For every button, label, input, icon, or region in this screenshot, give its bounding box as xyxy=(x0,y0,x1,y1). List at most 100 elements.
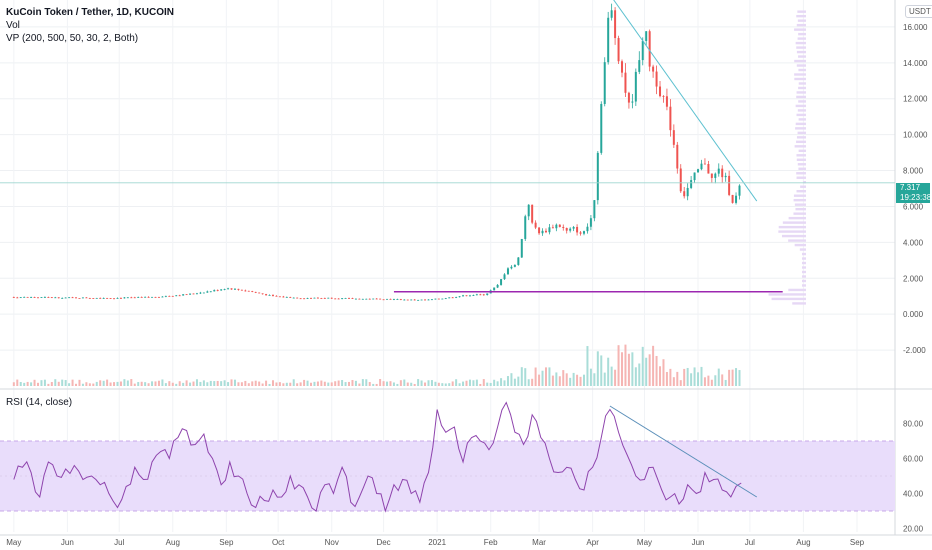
volume-bar xyxy=(665,371,668,386)
volume-profile-bar xyxy=(794,73,806,76)
volume-bar xyxy=(724,379,727,386)
vp-indicator-label[interactable]: VP (200, 500, 50, 30, 2, Both) xyxy=(6,33,139,44)
volume-bar xyxy=(462,381,465,386)
volume-profile-bar xyxy=(798,149,806,153)
candle-body xyxy=(444,298,447,300)
rsi-trend-line xyxy=(609,405,758,498)
rsi-indicator-label[interactable]: RSI (14, close) xyxy=(6,397,73,408)
candle-body xyxy=(413,299,416,301)
candle-body xyxy=(558,224,561,227)
volume-bar xyxy=(731,369,734,386)
candle-body xyxy=(731,194,734,203)
candle-body xyxy=(721,168,724,178)
volume-profile-bar xyxy=(798,32,806,36)
candle-body xyxy=(92,298,95,299)
candle-body xyxy=(361,298,364,300)
volume-profile-bar xyxy=(798,82,806,85)
candle-body xyxy=(185,294,188,296)
candle-body xyxy=(237,288,240,290)
volume-bar xyxy=(627,353,630,386)
volume-bar xyxy=(458,383,461,386)
volume-profile-bar xyxy=(802,279,806,283)
candle-body xyxy=(614,10,617,39)
candle-body xyxy=(669,106,672,131)
candle-body xyxy=(451,297,454,299)
candle-body xyxy=(517,257,520,265)
candle-body xyxy=(603,62,606,104)
candle-body xyxy=(686,187,689,197)
volume-profile-bar xyxy=(796,113,806,117)
volume-bar xyxy=(88,383,91,386)
volume-bar xyxy=(610,366,613,386)
volume-bar xyxy=(659,366,662,386)
time-axis: May Jun Jul Aug Sep Oct Nov Dec 2021 Feb Mar Apr May… xyxy=(6,538,864,547)
candle-body xyxy=(19,297,22,299)
volume-bar xyxy=(251,381,254,386)
candle-body xyxy=(662,96,665,97)
price-tick-label: 4.000 xyxy=(903,238,924,247)
candle-body xyxy=(337,298,340,300)
currency-button[interactable]: USDT xyxy=(905,5,932,18)
candle-body xyxy=(589,218,592,227)
volume-profile-bar xyxy=(802,261,806,265)
volume-bar xyxy=(652,345,655,386)
candle-body xyxy=(258,292,261,294)
candle-body xyxy=(275,295,278,297)
volume-profile-bar xyxy=(802,257,806,260)
candle-body xyxy=(16,297,19,299)
volume-profile-bar xyxy=(792,302,806,305)
candle-body xyxy=(448,297,451,299)
time-tick-label: Jun xyxy=(61,538,74,547)
volume-bar xyxy=(389,381,392,386)
volume-bar xyxy=(565,373,568,386)
volume-bar xyxy=(413,383,416,386)
candle-body xyxy=(714,173,717,178)
candle-body xyxy=(227,288,230,290)
volume-profile-bar xyxy=(797,37,806,40)
rsi-line xyxy=(13,401,742,513)
volume-bar xyxy=(434,381,437,386)
candle-body xyxy=(406,299,409,301)
volume-bar xyxy=(541,370,544,386)
candle-body xyxy=(50,297,53,299)
candle-body xyxy=(676,144,679,169)
volume-profile-bar xyxy=(788,239,806,242)
volume-bar xyxy=(582,374,585,386)
volume-bar xyxy=(551,375,554,386)
rsi-pane: 80.00 60.00 40.00 20.00 xyxy=(0,401,924,534)
candle-body xyxy=(164,295,167,297)
volume-bar xyxy=(189,382,192,386)
vol-indicator-label[interactable]: Vol xyxy=(6,20,20,31)
candle-body xyxy=(735,195,738,203)
volume-bar xyxy=(244,380,247,386)
volume-bar xyxy=(624,344,627,386)
candle-body xyxy=(358,298,361,300)
candle-body xyxy=(458,296,461,298)
volume-bar xyxy=(282,383,285,386)
candle-body xyxy=(330,297,333,299)
candle-body xyxy=(375,298,378,300)
candle-body xyxy=(579,232,582,234)
volume-bar xyxy=(316,381,319,386)
candle-body xyxy=(645,31,648,41)
volume-bar xyxy=(603,372,606,386)
volume-bar xyxy=(195,379,198,386)
candle-body xyxy=(493,287,496,291)
candle-body xyxy=(368,298,371,300)
candle-body xyxy=(468,295,471,297)
candle-body xyxy=(282,296,285,298)
candle-body xyxy=(582,231,585,234)
volume-bar xyxy=(178,381,181,386)
volume-profile-bar xyxy=(796,95,806,99)
volume-bar xyxy=(703,377,706,386)
candle-body xyxy=(68,297,71,299)
candle-body xyxy=(75,297,78,299)
symbol-title[interactable]: KuCoin Token / Tether, 1D, KUCOIN xyxy=(6,7,174,18)
volume-bar xyxy=(348,381,351,386)
candle-body xyxy=(634,71,637,102)
volume-bars xyxy=(12,344,741,386)
volume-profile-bar xyxy=(794,77,806,81)
volume-bar xyxy=(268,383,271,386)
